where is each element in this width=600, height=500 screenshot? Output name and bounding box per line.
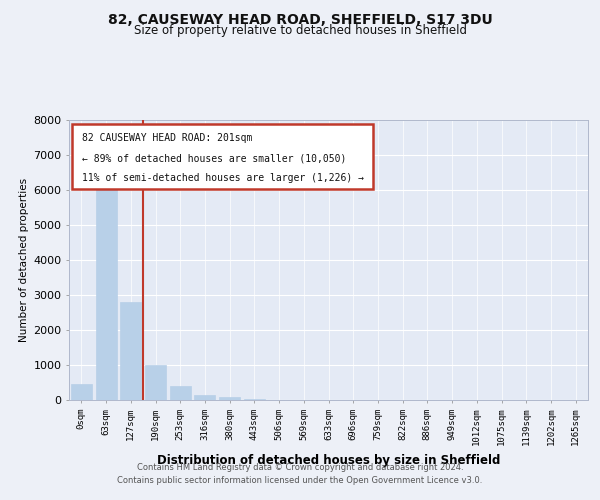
Text: 82, CAUSEWAY HEAD ROAD, SHEFFIELD, S17 3DU: 82, CAUSEWAY HEAD ROAD, SHEFFIELD, S17 3… [107, 12, 493, 26]
Bar [194, 395, 215, 400]
Y-axis label: Number of detached properties: Number of detached properties [19, 178, 29, 342]
Bar [170, 386, 191, 400]
X-axis label: Distribution of detached houses by size in Sheffield: Distribution of detached houses by size … [157, 454, 500, 466]
Text: Contains HM Land Registry data © Crown copyright and database right 2024.: Contains HM Land Registry data © Crown c… [137, 464, 463, 472]
Text: 11% of semi-detached houses are larger (1,226) →: 11% of semi-detached houses are larger (… [82, 174, 364, 184]
Text: 82 CAUSEWAY HEAD ROAD: 201sqm: 82 CAUSEWAY HEAD ROAD: 201sqm [82, 132, 253, 142]
Bar [219, 397, 240, 400]
Bar [71, 384, 92, 400]
Text: Contains public sector information licensed under the Open Government Licence v3: Contains public sector information licen… [118, 476, 482, 485]
FancyBboxPatch shape [71, 124, 373, 188]
Bar [244, 399, 265, 400]
Bar [145, 365, 166, 400]
Text: ← 89% of detached houses are smaller (10,050): ← 89% of detached houses are smaller (10… [82, 153, 346, 163]
Bar [120, 302, 141, 400]
Text: Size of property relative to detached houses in Sheffield: Size of property relative to detached ho… [133, 24, 467, 37]
Bar [95, 176, 116, 400]
